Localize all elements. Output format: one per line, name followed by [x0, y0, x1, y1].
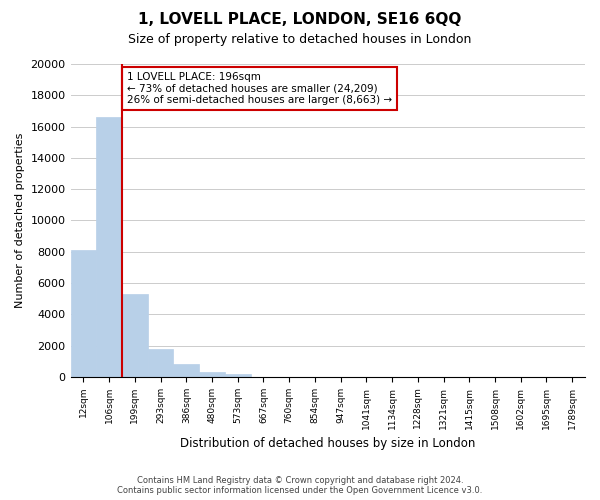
Bar — [148, 350, 173, 377]
Text: Contains HM Land Registry data © Crown copyright and database right 2024.
Contai: Contains HM Land Registry data © Crown c… — [118, 476, 482, 495]
Bar — [96, 117, 122, 377]
Bar — [71, 250, 96, 377]
Bar — [173, 364, 199, 377]
Bar — [122, 294, 148, 377]
Text: Size of property relative to detached houses in London: Size of property relative to detached ho… — [128, 32, 472, 46]
Y-axis label: Number of detached properties: Number of detached properties — [15, 132, 25, 308]
Text: 1, LOVELL PLACE, LONDON, SE16 6QQ: 1, LOVELL PLACE, LONDON, SE16 6QQ — [139, 12, 461, 28]
Text: 1 LOVELL PLACE: 196sqm
← 73% of detached houses are smaller (24,209)
26% of semi: 1 LOVELL PLACE: 196sqm ← 73% of detached… — [127, 72, 392, 105]
X-axis label: Distribution of detached houses by size in London: Distribution of detached houses by size … — [180, 437, 475, 450]
Bar — [199, 372, 225, 377]
Bar — [225, 374, 251, 377]
